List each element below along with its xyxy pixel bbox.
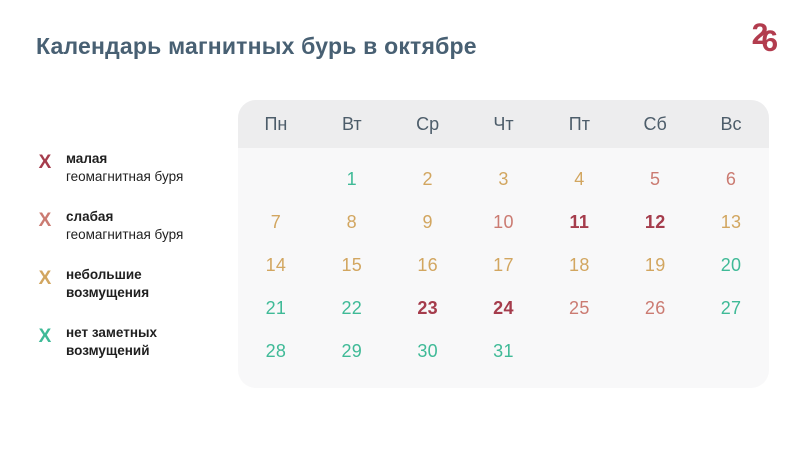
logo-digit-6: 6: [761, 25, 778, 58]
calendar-day: 18: [569, 255, 590, 275]
logo-digit-2: 2: [751, 18, 769, 51]
calendar-day: 3: [498, 169, 509, 189]
page-title: Календарь магнитных бурь в октябре: [36, 33, 477, 59]
calendar-day: 9: [422, 212, 433, 232]
legend-label-line2: геомагнитная буря: [66, 226, 184, 242]
legend-label: слабая геомагнитная буря: [66, 208, 183, 243]
calendar-day: 6: [725, 169, 737, 189]
day-of-week-header: Пн: [264, 113, 288, 134]
legend-label-line1: небольшие: [66, 267, 142, 282]
legend-label-line2: возмущений: [66, 342, 150, 358]
calendar-panel: Пн Вт Ср Чт Пт Сб Вс 1 2 3 4 5 6 7 8 9 10 11 12 13 14 15 16 17…: [238, 100, 769, 388]
calendar-day: 10: [493, 212, 514, 232]
calendar-day: 19: [644, 255, 666, 275]
calendar-day: 11: [569, 212, 590, 232]
calendar-grid: 1 2 3 4 5 6 7 8 9 10 11 12 13 14 15 16 17 18 19 20 21 22 23 24 2…: [238, 148, 769, 373]
day-of-week-header: Ср: [416, 113, 440, 134]
calendar-day: 12: [644, 212, 666, 232]
calendar-day: 16: [417, 255, 438, 275]
calendar-day: 13: [720, 212, 742, 232]
legend-label-line1: нет заметных: [66, 325, 158, 340]
legend-label: небольшие возмущения: [66, 266, 149, 301]
calendar-day: 15: [341, 255, 363, 275]
calendar-day: 29: [341, 341, 363, 361]
calendar-day: 23: [417, 298, 438, 318]
calendar-day: 8: [346, 212, 357, 232]
calendar-day: 31: [493, 341, 514, 361]
storm-level-x-marker: Х: [38, 152, 52, 173]
calendar-day: 20: [720, 255, 742, 275]
day-of-week-header: Пт: [568, 113, 590, 134]
day-of-week-header: Вт: [341, 113, 362, 134]
legend-label-line2: возмущения: [66, 284, 150, 300]
day-of-week-header: Чт: [493, 113, 514, 134]
calendar-day: 5: [650, 169, 661, 189]
calendar-day: 14: [265, 255, 287, 275]
storm-level-x-marker: Х: [38, 326, 52, 347]
day-of-week-header: Вс: [720, 113, 742, 134]
calendar-day-empty: [238, 158, 314, 201]
calendar-day: 24: [493, 298, 514, 318]
calendar-day: 26: [644, 298, 666, 318]
calendar-day: 28: [265, 341, 287, 361]
storm-level-x-marker: Х: [38, 210, 52, 231]
calendar-day: 22: [341, 298, 363, 318]
pobeda26-logo-icon: 26: [751, 18, 778, 57]
calendar-day: 27: [720, 298, 742, 318]
legend-label: нет заметных возмущений: [66, 324, 157, 359]
calendar-day: 30: [417, 341, 438, 361]
legend-label-line1: слабая: [66, 209, 114, 224]
storm-level-x-marker: Х: [38, 268, 52, 289]
calendar-day-empty: [617, 330, 693, 373]
calendar-day-empty: [541, 330, 617, 373]
calendar-day: 7: [270, 212, 282, 232]
day-of-week-header: Сб: [643, 113, 667, 134]
calendar-day: 1: [346, 169, 357, 189]
calendar-day-headers: Пн Вт Ср Чт Пт Сб Вс: [238, 100, 769, 148]
legend-label-line2: геомагнитная буря: [66, 168, 184, 184]
calendar-day: 21: [265, 298, 287, 318]
calendar-day-empty: [693, 330, 769, 373]
calendar-day: 2: [422, 169, 433, 189]
calendar-day: 25: [569, 298, 590, 318]
legend-label-line1: малая: [66, 151, 108, 166]
calendar-day: 4: [574, 169, 585, 189]
legend-label: малая геомагнитная буря: [66, 150, 183, 185]
calendar-day: 17: [493, 255, 514, 275]
